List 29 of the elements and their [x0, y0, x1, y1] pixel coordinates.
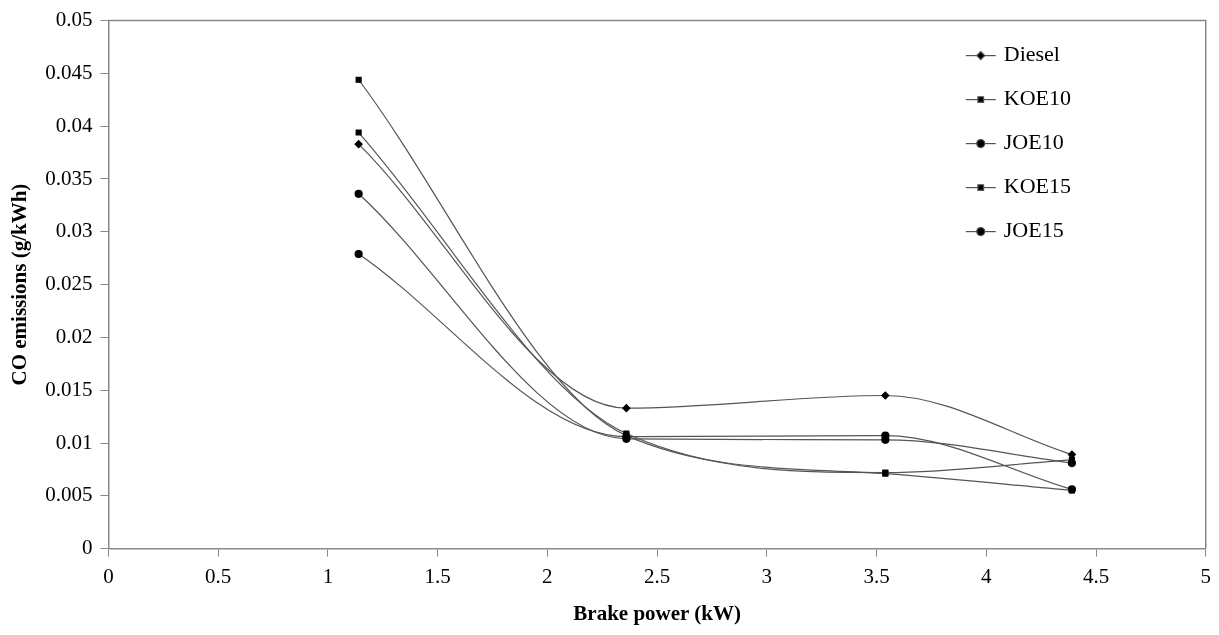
y-tick-label: 0.005 [45, 482, 93, 507]
y-tick-label: 0.02 [55, 323, 93, 348]
x-axis-title: Brake power (kW) [573, 600, 741, 625]
y-tick-label: 0.025 [45, 271, 93, 296]
x-tick-label: 0 [103, 563, 114, 588]
x-tick-label: 4.5 [1082, 563, 1110, 588]
y-axis-title: CO emissions (g/kWh) [7, 183, 32, 386]
y-tick-label: 0.04 [55, 112, 93, 137]
x-tick-label: 3.5 [863, 563, 890, 588]
legend-label: JOE10 [1003, 129, 1064, 155]
y-tick-label: 0.01 [55, 429, 93, 454]
y-tick-label: 0 [81, 535, 93, 560]
legend-label: KOE10 [1003, 85, 1071, 111]
y-tick-label: 0.03 [55, 218, 93, 243]
x-tick-label: 1.5 [424, 563, 451, 588]
legend-label: KOE15 [1003, 173, 1071, 199]
x-tick-label: 2 [542, 563, 553, 588]
y-tick-label: 0.035 [45, 165, 93, 190]
x-tick-label: 5 [1200, 563, 1211, 588]
x-tick-label: 0.5 [205, 563, 232, 588]
y-tick-label: 0.045 [45, 59, 93, 84]
x-tick-label: 4 [981, 563, 993, 588]
x-tick-label: 3 [761, 563, 773, 588]
legend-label: JOE15 [1003, 217, 1064, 243]
x-tick-label: 2.5 [643, 563, 671, 588]
y-tick-label: 0.015 [45, 376, 93, 401]
x-tick-label: 1 [322, 563, 334, 588]
y-tick-label: 0.05 [55, 7, 93, 32]
legend-label: Diesel [1003, 41, 1060, 67]
